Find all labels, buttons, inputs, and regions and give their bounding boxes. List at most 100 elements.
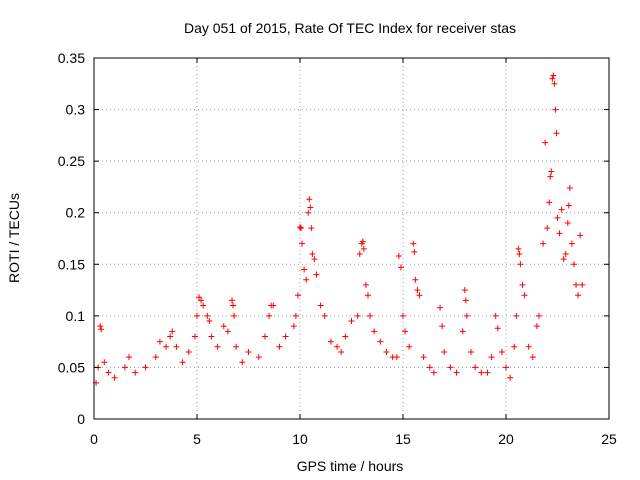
data-point	[550, 72, 557, 79]
x-tick-label: 10	[292, 431, 308, 447]
data-point	[573, 281, 580, 288]
data-point	[276, 343, 283, 350]
y-tick-label: 0.1	[66, 308, 86, 324]
data-point	[513, 312, 520, 319]
data-point	[303, 276, 310, 283]
data-point	[395, 253, 402, 260]
data-point	[549, 75, 556, 82]
data-point	[321, 312, 328, 319]
data-point	[299, 240, 306, 247]
data-point	[307, 204, 314, 211]
data-point	[461, 287, 468, 294]
data-point	[356, 250, 363, 257]
data-point	[575, 292, 582, 299]
data-point	[554, 214, 561, 221]
data-point	[309, 250, 316, 257]
data-point	[348, 318, 355, 325]
data-point	[437, 304, 444, 311]
data-point	[377, 338, 384, 345]
data-point	[562, 250, 569, 257]
data-point	[208, 333, 215, 340]
data-point	[354, 312, 361, 319]
data-point	[447, 364, 454, 371]
data-point	[156, 338, 163, 345]
data-point	[152, 354, 159, 361]
data-point	[565, 202, 572, 209]
data-point	[472, 364, 479, 371]
y-tick-label: 0.25	[58, 153, 85, 169]
gridlines	[94, 58, 609, 419]
data-point	[462, 297, 469, 304]
data-point	[542, 139, 549, 146]
data-point	[516, 250, 523, 257]
data-point	[546, 199, 553, 206]
data-point	[132, 369, 139, 376]
data-point	[406, 343, 413, 350]
data-point	[367, 312, 374, 319]
data-point	[342, 333, 349, 340]
x-axis-label: GPS time / hours	[297, 458, 404, 474]
y-axis: 0 0.05 0.1 0.15 0.2 0.25 0.3 0.35	[58, 50, 609, 427]
data-point	[163, 343, 170, 350]
data-point	[105, 369, 112, 376]
data-point	[224, 328, 231, 335]
data-point	[553, 130, 560, 137]
data-point	[360, 245, 367, 252]
data-point	[266, 312, 273, 319]
data-point	[306, 196, 313, 203]
data-point	[305, 209, 312, 216]
data-point	[430, 369, 437, 376]
data-point	[97, 323, 104, 330]
data-point	[359, 238, 366, 245]
data-point	[568, 240, 575, 247]
y-tick-label: 0.35	[58, 50, 85, 66]
data-point	[570, 261, 577, 268]
data-point	[402, 328, 409, 335]
data-point	[552, 106, 559, 113]
data-point	[364, 292, 371, 299]
data-point	[498, 348, 505, 355]
data-point	[560, 256, 567, 263]
data-point	[503, 364, 509, 371]
data-point	[111, 374, 118, 381]
data-point	[556, 230, 563, 237]
y-tick-label: 0	[77, 411, 85, 427]
data-point	[463, 312, 470, 319]
data-point	[411, 248, 418, 255]
y-tick-label: 0.2	[66, 205, 86, 221]
data-point	[231, 312, 238, 319]
data-point	[338, 348, 345, 355]
data-point	[220, 323, 227, 330]
data-point	[494, 325, 501, 332]
data-point	[579, 281, 586, 288]
data-point	[142, 364, 149, 371]
data-point	[200, 302, 207, 309]
data-point	[239, 359, 246, 366]
data-point	[414, 287, 421, 294]
data-point	[439, 323, 446, 330]
x-axis: 0 5 10 15 20 25	[90, 58, 617, 447]
data-point	[515, 245, 522, 252]
data-point	[313, 271, 320, 278]
data-point	[126, 354, 133, 361]
data-point	[230, 302, 237, 309]
data-point	[290, 323, 297, 330]
data-point	[121, 364, 128, 371]
data-point	[410, 240, 417, 247]
x-tick-label: 20	[498, 431, 514, 447]
x-tick-label: 0	[90, 431, 98, 447]
data-point	[453, 369, 460, 376]
data-point	[521, 292, 528, 299]
data-point	[412, 276, 419, 283]
data-point	[478, 369, 485, 376]
data-points	[93, 72, 586, 386]
data-point	[214, 343, 221, 350]
y-tick-label: 0.3	[66, 102, 86, 118]
data-point	[548, 168, 555, 175]
data-point	[294, 292, 301, 299]
data-point	[167, 333, 174, 340]
data-point	[529, 354, 536, 361]
data-point	[301, 266, 308, 273]
data-point	[566, 184, 573, 191]
x-tick-label: 5	[193, 431, 201, 447]
